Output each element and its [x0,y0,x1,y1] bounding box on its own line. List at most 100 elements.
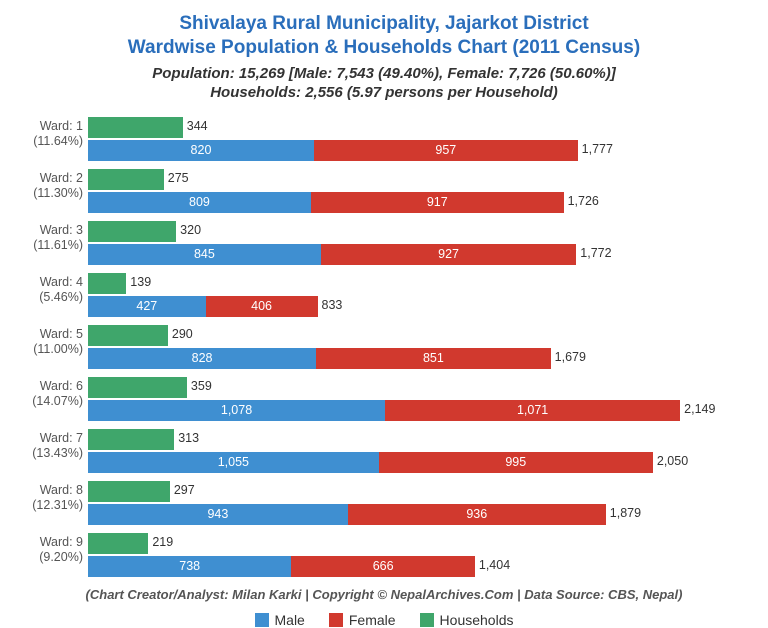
male-bar: 1,055 [88,452,379,473]
ward-bars: 290 828851 1,679 [88,323,708,373]
ward-bars: 3448209571,777 [88,115,708,165]
female-bar: 927 [321,244,576,265]
ward-pct: (11.64%) [33,134,83,148]
households-bar [88,481,170,502]
female-bar: 917 [311,192,564,213]
ward-label: Ward: 1(11.64%) [18,119,83,150]
ward-label: Ward: 4(5.46%) [18,275,83,306]
ward-row: Ward: 7(13.43%)3131,0559952,050 [88,427,740,477]
total-value: 1,777 [582,142,613,156]
ward-label: Ward: 8(12.31%) [18,483,83,514]
ward-bars: 297 943936 1,879 [88,479,708,529]
ward-bars: 313 1,055995 2,050 [88,427,708,477]
households-value: 219 [152,535,173,549]
ward-row: Ward: 2(11.30%)2758099171,726 [88,167,740,217]
ward-bars: 3591,0781,0712,149 [88,375,708,425]
legend-label-male: Male [275,612,305,628]
male-bar: 828 [88,348,316,369]
ward-pct: (11.30%) [33,186,83,200]
ward-label: Ward: 9(9.20%) [18,535,83,566]
chart-title: Shivalaya Rural Municipality, Jajarkot D… [18,12,750,60]
ward-row: Ward: 9(9.20%)2197386661,404 [88,531,740,581]
ward-bars: 139427406833 [88,271,708,321]
female-bar: 957 [314,140,578,161]
ward-num: Ward: 6 [40,379,83,393]
chart-legend: Male Female Households [18,612,750,628]
ward-label: Ward: 5(11.00%) [18,327,83,358]
ward-pct: (11.61%) [33,238,83,252]
ward-row: Ward: 6(14.07%)3591,0781,0712,149 [88,375,740,425]
ward-num: Ward: 3 [40,223,83,237]
male-bar: 845 [88,244,321,265]
legend-item-male: Male [255,612,305,628]
total-value: 1,679 [555,350,586,364]
ward-num: Ward: 8 [40,483,83,497]
ward-bars: 2197386661,404 [88,531,708,581]
ward-pct: (12.31%) [32,498,83,512]
ward-num: Ward: 5 [40,327,83,341]
total-value: 2,149 [684,402,715,416]
households-value: 139 [130,275,151,289]
ward-pct: (11.00%) [33,342,83,356]
households-value: 359 [191,379,212,393]
legend-swatch-male [255,613,269,627]
ward-pct: (13.43%) [32,446,83,460]
households-bar [88,273,126,294]
ward-label: Ward: 7(13.43%) [18,431,83,462]
legend-label-female: Female [349,612,396,628]
households-value: 290 [172,327,193,341]
households-value: 297 [174,483,195,497]
households-bar [88,429,174,450]
legend-swatch-female [329,613,343,627]
title-line-1: Shivalaya Rural Municipality, Jajarkot D… [179,13,588,34]
male-bar: 427 [88,296,206,317]
female-bar: 851 [316,348,550,369]
female-bar: 995 [379,452,653,473]
ward-row: Ward: 3(11.61%)3208459271,772 [88,219,740,269]
households-value: 320 [180,223,201,237]
ward-row: Ward: 5(11.00%)2908288511,679 [88,323,740,373]
households-bar [88,533,148,554]
total-value: 1,772 [580,246,611,260]
legend-swatch-households [420,613,434,627]
households-bar [88,325,168,346]
plot-area: Ward: 1(11.64%)3448209571,777Ward: 2(11.… [18,115,750,581]
ward-bars: 2758099171,726 [88,167,708,217]
female-bar: 936 [348,504,606,525]
female-bar: 1,071 [385,400,680,421]
total-value: 1,404 [479,558,510,572]
subtitle-line-2: Households: 2,556 (5.97 persons per Hous… [210,84,558,101]
ward-num: Ward: 2 [40,171,83,185]
ward-pct: (5.46%) [39,290,83,304]
total-value: 1,726 [568,194,599,208]
ward-row: Ward: 8(12.31%)2979439361,879 [88,479,740,529]
legend-item-households: Households [420,612,514,628]
total-value: 2,050 [657,454,688,468]
households-bar [88,117,183,138]
title-line-2: Wardwise Population & Households Chart (… [128,37,640,58]
households-bar [88,377,187,398]
ward-pct: (14.07%) [32,394,83,408]
chart-credit: (Chart Creator/Analyst: Milan Karki | Co… [18,587,750,602]
ward-num: Ward: 7 [40,431,83,445]
legend-label-households: Households [440,612,514,628]
subtitle-line-1: Population: 15,269 [Male: 7,543 (49.40%)… [152,65,616,82]
ward-num: Ward: 1 [40,119,83,133]
ward-label: Ward: 2(11.30%) [18,171,83,202]
male-bar: 943 [88,504,348,525]
ward-row: Ward: 4(5.46%)139427406833 [88,271,740,321]
ward-bars: 320 845927 1,772 [88,219,708,269]
male-bar: 1,078 [88,400,385,421]
households-bar [88,169,164,190]
ward-num: Ward: 4 [40,275,83,289]
total-value: 833 [322,298,343,312]
legend-item-female: Female [329,612,396,628]
ward-row: Ward: 1(11.64%)3448209571,777 [88,115,740,165]
ward-label: Ward: 6(14.07%) [18,379,83,410]
ward-label: Ward: 3(11.61%) [18,223,83,254]
households-value: 313 [178,431,199,445]
female-bar: 666 [291,556,475,577]
ward-pct: (9.20%) [39,550,83,564]
total-value: 1,879 [610,506,641,520]
male-bar: 820 [88,140,314,161]
